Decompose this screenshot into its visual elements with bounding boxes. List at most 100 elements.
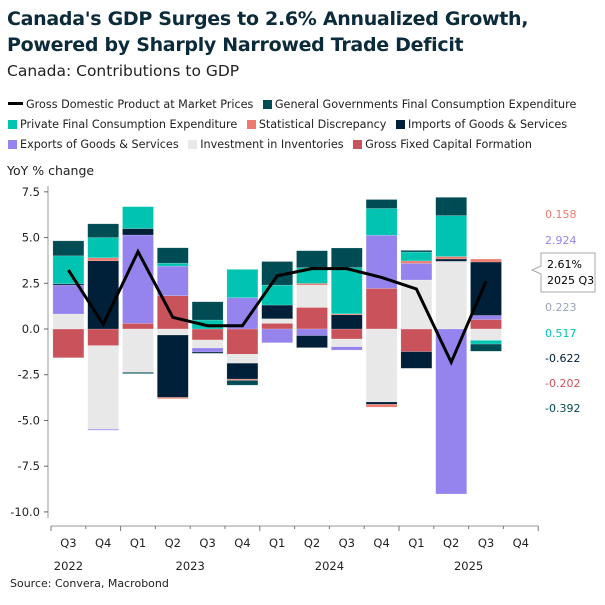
legend-label: Private Final Consumption Expenditure [20,118,238,131]
legend-swatch [262,100,272,109]
legend-item-gdp: Gross Domestic Product at Market Prices [8,95,253,115]
last-value-label: -0.622 [545,352,580,365]
x-tick-label: Q3 [478,536,494,550]
bar-segment [435,197,467,216]
bar-segment [191,328,224,341]
bar-segment [261,284,293,306]
legend-swatch [246,120,256,129]
tooltip-box [530,252,596,293]
legend-swatch [353,140,363,149]
bar-segment [435,258,467,262]
x-tick-label: Q4 [234,536,250,550]
tooltip-value: 2.61% [547,258,582,271]
bar-segment [87,345,119,430]
bar-segment [331,328,363,340]
bar-segment [191,301,224,321]
x-tick-label: Q4 [513,536,529,550]
bar-segment [470,328,502,341]
chart-subtitle: Canada: Contributions to GDP [7,62,240,80]
bar-segment [261,304,293,320]
last-value-label: 0.517 [545,327,577,340]
tooltip-period: 2025 Q3 [547,274,594,287]
legend-label: General Governments Final Consumption Ex… [274,98,577,111]
x-tick-label: Q2 [304,536,320,550]
bar-segment [365,199,398,209]
x-tick-label: Q3 [60,536,76,550]
bar-segment [87,237,119,259]
x-year-label: 2024 [315,559,344,573]
x-tick-label: Q1 [408,536,424,550]
legend-label: Exports of Goods & Services [20,138,179,151]
bar-segment [435,256,467,260]
y-tick-label: 0.0 [22,322,40,336]
chart-title: Canada's GDP Surges to 2.6% Annualized G… [7,8,529,56]
y-tick-label: 7.5 [22,185,40,199]
last-value-label: 0.223 [545,301,577,314]
legend-item-private: Private Final Consumption Expenditure [8,115,237,135]
x-tick-label: Q1 [269,536,285,550]
y-tick-label: -7.5 [18,459,40,473]
y-tick-label: 2.5 [22,276,40,290]
bar-segment [365,328,398,403]
bar-segment [122,234,154,324]
bar-segment [435,261,467,330]
bar-segment [400,351,433,369]
bar-segment [470,315,502,320]
bar-segment [87,328,119,346]
legend: Gross Domestic Product at Market Prices … [8,95,603,155]
bar-segment [52,328,85,358]
bar-segment [400,260,433,264]
bar-segment [87,223,119,238]
bar-segment [400,279,433,330]
legend-item-exports: Exports of Goods & Services [8,135,179,155]
bar-segment [52,255,85,285]
bar-segment [261,318,293,324]
bar-segment [470,258,502,263]
x-tick-label: Q4 [373,536,389,550]
x-tick-label: Q2 [165,536,181,550]
bar-segment [365,401,398,405]
legend-swatch [8,102,23,105]
bar-segment [296,307,328,330]
legend-swatch [395,120,405,129]
bar-segment [122,372,154,374]
bar-segment [470,343,502,352]
y-tick-label: -10.0 [10,505,40,519]
x-tick-label: Q4 [95,536,111,550]
bar-segment [400,328,433,352]
bar-segment [157,247,189,264]
bar-segment [157,397,189,399]
bar-segment [470,340,502,345]
bar-segment [296,328,328,336]
x-tick-label: Q3 [339,536,355,550]
bar-segment [261,328,293,343]
legend-item-imports: Imports of Goods & Services [395,115,567,135]
legend-label: Gross Fixed Capital Formation [365,138,532,151]
bar-segment [400,251,433,262]
bar-segment [122,206,154,229]
legend-label: Investment in Inventories [200,138,344,151]
x-year-label: 2023 [176,559,205,573]
bar-segment [365,208,398,236]
bar-segment [191,351,224,354]
last-value-label: -0.202 [545,377,580,390]
legend-item-gfcf: Gross Fixed Capital Formation [353,135,532,155]
bar-segment [296,335,328,348]
bar-segment [226,362,259,380]
legend-label: Statistical Discrepancy [258,118,387,131]
legend-item-statistical: Statistical Discrepancy [246,115,387,135]
bar-segment [87,260,119,330]
legend-swatch [8,140,17,149]
x-tick-label: Q1 [130,536,146,550]
y-tick-label: -5.0 [18,413,40,427]
last-value-label: -0.392 [545,402,580,415]
bar-segment [87,428,119,431]
bar-segment [331,267,363,315]
bar-segment [87,257,119,262]
legend-label: Gross Domestic Product at Market Prices [26,98,254,111]
last-value-label: 2.924 [545,234,577,247]
bar-segment [122,323,154,330]
bar-segment [400,263,433,281]
bar-segment [52,240,85,257]
